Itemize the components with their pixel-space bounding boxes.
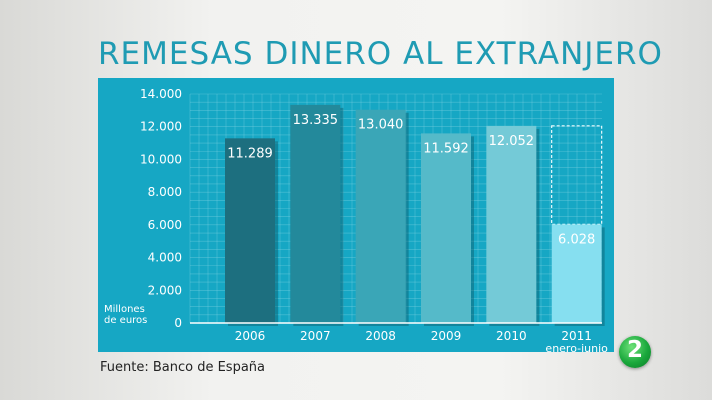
bar-value-label: 11.592 — [423, 141, 469, 156]
y-axis-label: Millones — [104, 304, 145, 315]
bar-chart: 0 2.000 4.000 6.000 8.000 10.000 12.000 14.000 M… — [104, 87, 608, 352]
bar-value-label: 6.028 — [558, 232, 595, 247]
y-tick-label: 4.000 — [148, 251, 182, 265]
bar — [225, 138, 275, 323]
channel-logo-number: 2 — [626, 337, 643, 363]
bar — [355, 109, 406, 324]
y-tick-label: 0 — [174, 316, 182, 330]
x-tick-label: 2006 — [235, 329, 266, 343]
chart-panel: 0 2.000 4.000 6.000 8.000 10.000 12.000 14.000 M… — [98, 78, 614, 352]
x-tick-sublabel: enero-junio — [545, 342, 608, 352]
source-note: Fuente: Banco de España — [100, 360, 266, 375]
bar-value-label: 12.052 — [489, 134, 535, 149]
y-tick-label: 12.000 — [140, 120, 182, 134]
y-tick-label: 2.000 — [148, 283, 182, 297]
y-tick-label: 14.000 — [140, 87, 182, 101]
x-tick-label: 2007 — [300, 329, 331, 343]
y-tick-label: 6.000 — [148, 218, 182, 232]
x-tick-label: 2010 — [496, 329, 527, 343]
x-tick-label: 2008 — [365, 329, 396, 343]
channel-logo: 2 — [619, 336, 651, 368]
bar — [290, 104, 341, 323]
x-tick-label: 2009 — [431, 329, 462, 343]
x-tick-label: 2011 — [561, 329, 592, 343]
y-tick-label: 10.000 — [140, 152, 182, 166]
bar-value-label: 11.289 — [227, 146, 273, 161]
chart-title: REMESAS DINERO AL EXTRANJERO — [98, 36, 663, 72]
y-tick-label: 8.000 — [148, 185, 182, 199]
bar — [486, 125, 537, 323]
bar — [421, 133, 471, 323]
bar-value-label: 13.335 — [293, 113, 339, 128]
y-axis-label: de euros — [104, 315, 147, 326]
bar — [551, 224, 602, 323]
bar-value-label: 13.040 — [358, 118, 404, 133]
